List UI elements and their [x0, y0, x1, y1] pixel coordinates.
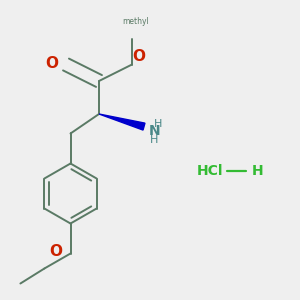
Polygon shape — [99, 114, 145, 130]
Text: H: H — [154, 118, 163, 129]
Text: H: H — [252, 164, 264, 178]
Text: O: O — [45, 56, 58, 71]
Text: HCl: HCl — [197, 164, 223, 178]
Text: N: N — [148, 124, 160, 138]
Text: methyl: methyl — [122, 16, 149, 26]
Text: O: O — [50, 244, 63, 259]
Text: H: H — [150, 135, 158, 145]
Text: O: O — [132, 50, 145, 64]
